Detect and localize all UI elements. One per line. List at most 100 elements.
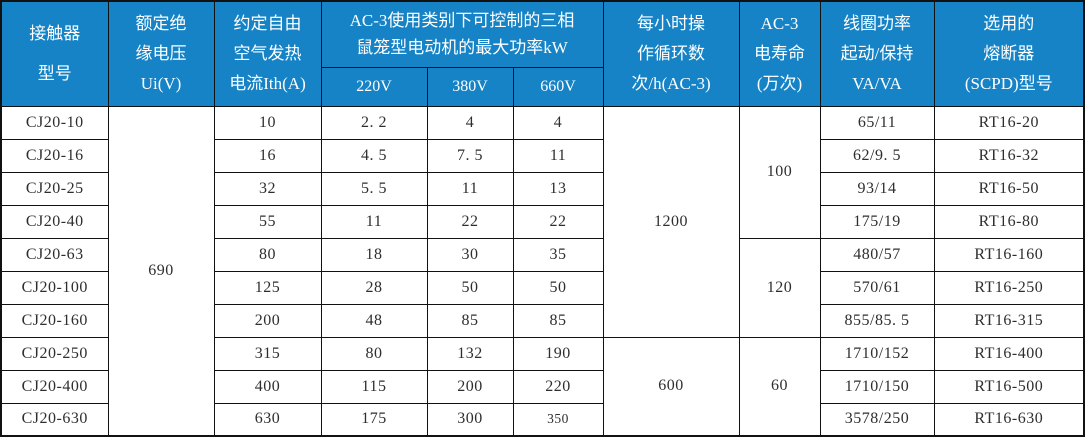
kw220-cell: 48 — [320, 303, 428, 338]
header-cycles-per-hour: 每小时操 作循环数 次/h(AC-3) — [602, 0, 740, 107]
table-row: CJ20-630 630 175 300 350 3578/250 RT16-6… — [0, 402, 1085, 437]
model-cell: CJ20-10 — [0, 105, 109, 140]
coil-cell: 62/9. 5 — [819, 138, 935, 173]
kw380-cell: 11 — [426, 171, 514, 206]
header-coil-line3: VA/VA — [852, 73, 902, 93]
ith-cell: 10 — [213, 105, 322, 140]
ith-cell: 315 — [213, 336, 322, 371]
header-ith-line1: 约定自由 — [233, 13, 302, 33]
fuse-cell: RT16-500 — [933, 369, 1085, 404]
header-life-line3: (万次) — [756, 73, 803, 93]
header-fuse-model: 选用的 熔断器 (SCPD)型号 — [933, 0, 1085, 107]
header-coil-line2: 起动/保持 — [840, 43, 914, 63]
fuse-cell: RT16-20 — [933, 105, 1085, 140]
kw660-cell: 350 — [512, 402, 604, 437]
fuse-cell: RT16-160 — [933, 237, 1085, 272]
header-fuse-line1: 选用的 — [983, 13, 1035, 33]
coil-cell: 93/14 — [819, 171, 935, 206]
fuse-cell: RT16-50 — [933, 171, 1085, 206]
ith-cell: 80 — [213, 237, 322, 272]
kw660-cell: 220 — [512, 369, 604, 404]
ith-cell: 125 — [213, 270, 322, 305]
kw220-cell: 4. 5 — [320, 138, 428, 173]
model-cell: CJ20-40 — [0, 204, 109, 239]
fuse-cell: RT16-32 — [933, 138, 1085, 173]
model-cell: CJ20-400 — [0, 369, 109, 404]
kw380-cell: 300 — [426, 402, 514, 437]
ith-cell: 200 — [213, 303, 322, 338]
header-380v: 380V — [426, 66, 514, 107]
header-insulation-voltage: 额定绝 缘电压 Ui(V) — [107, 0, 215, 107]
fuse-cell: RT16-315 — [933, 303, 1085, 338]
model-cell: CJ20-250 — [0, 336, 109, 371]
kw220-cell: 80 — [320, 336, 428, 371]
header-model-line1: 接触器 — [29, 23, 81, 43]
table-body: CJ20-10 690 10 2. 2 4 4 1200 100 65/11 R… — [0, 105, 1085, 437]
fuse-cell: RT16-630 — [933, 402, 1085, 437]
model-cell: CJ20-160 — [0, 303, 109, 338]
header-ac3-line2: 鼠笼型电动机的最大功率kW — [356, 38, 568, 58]
header-model-line2: 型号 — [37, 63, 72, 83]
kw220-cell: 2. 2 — [320, 105, 428, 140]
header-fuse-line2: 熔断器 — [983, 43, 1035, 63]
header-fuse-line3: (SCPD)型号 — [964, 73, 1053, 93]
header-ui-line1: 额定绝 — [135, 13, 187, 33]
header-ac3-power-group: AC-3使用类别下可控制的三相 鼠笼型电动机的最大功率kW — [320, 0, 604, 68]
model-cell: CJ20-16 — [0, 138, 109, 173]
kw660-cell: 11 — [512, 138, 604, 173]
header-ac3-line1: AC-3使用类别下可控制的三相 — [349, 11, 575, 31]
ith-cell: 32 — [213, 171, 322, 206]
model-cell: CJ20-25 — [0, 171, 109, 206]
kw220-cell: 115 — [320, 369, 428, 404]
kw660-cell: 22 — [512, 204, 604, 239]
kw380-cell: 30 — [426, 237, 514, 272]
model-cell: CJ20-63 — [0, 237, 109, 272]
fuse-cell: RT16-80 — [933, 204, 1085, 239]
table-row: CJ20-25 32 5. 5 11 13 93/14 RT16-50 — [0, 171, 1085, 206]
header-ui-line3: Ui(V) — [140, 73, 182, 93]
kw220-cell: 18 — [320, 237, 428, 272]
coil-cell: 175/19 — [819, 204, 935, 239]
model-cell: CJ20-630 — [0, 402, 109, 437]
header-electrical-life: AC-3 电寿命 (万次) — [738, 0, 821, 107]
header-life-line1: AC-3 — [760, 13, 799, 33]
header-thermal-current: 约定自由 空气发热 电流Ith(A) — [213, 0, 322, 107]
kw220-cell: 28 — [320, 270, 428, 305]
coil-cell: 570/61 — [819, 270, 935, 305]
coil-cell: 855/85. 5 — [819, 303, 935, 338]
cycles-merged-cell: 600 — [602, 336, 740, 437]
header-row-1: 接触器 型号 额定绝 缘电压 Ui(V) 约定自由 空气发热 电流Ith(A) … — [0, 0, 1085, 107]
cycles-merged-cell: 1200 — [602, 105, 740, 338]
kw380-cell: 85 — [426, 303, 514, 338]
fuse-cell: RT16-400 — [933, 336, 1085, 371]
kw380-cell: 4 — [426, 105, 514, 140]
kw660-cell: 13 — [512, 171, 604, 206]
life-merged-cell: 100 — [738, 105, 821, 239]
header-660v: 660V — [512, 66, 604, 107]
coil-cell: 480/57 — [819, 237, 935, 272]
coil-cell: 65/11 — [819, 105, 935, 140]
header-row-2: 220V 380V 660V — [1, 66, 1084, 107]
header-ith-line2: 空气发热 — [233, 43, 302, 63]
table-row: CJ20-40 55 11 22 22 175/19 RT16-80 — [0, 204, 1085, 239]
kw660-cell: 4 — [512, 105, 604, 140]
header-220v: 220V — [320, 66, 428, 107]
kw380-cell: 7. 5 — [426, 138, 514, 173]
kw660-cell: 50 — [512, 270, 604, 305]
model-cell: CJ20-100 — [0, 270, 109, 305]
header-cycles-line3: 次/h(AC-3) — [631, 73, 711, 93]
kw380-cell: 50 — [426, 270, 514, 305]
header-life-line2: 电寿命 — [754, 43, 806, 63]
table-row: CJ20-400 400 115 200 220 1710/150 RT16-5… — [0, 369, 1085, 404]
ith-cell: 630 — [213, 402, 322, 437]
header-coil-line1: 线圈功率 — [843, 13, 912, 33]
header-cycles-line2: 作循环数 — [637, 43, 706, 63]
kw220-cell: 11 — [320, 204, 428, 239]
ith-cell: 55 — [213, 204, 322, 239]
table-row: CJ20-250 315 80 132 190 600 60 1710/152 … — [0, 336, 1085, 437]
table-row: CJ20-100 125 28 50 50 570/61 RT16-250 — [0, 270, 1085, 305]
header-cycles-line1: 每小时操 — [637, 13, 706, 33]
kw660-cell: 85 — [512, 303, 604, 338]
coil-cell: 3578/250 — [819, 402, 935, 437]
